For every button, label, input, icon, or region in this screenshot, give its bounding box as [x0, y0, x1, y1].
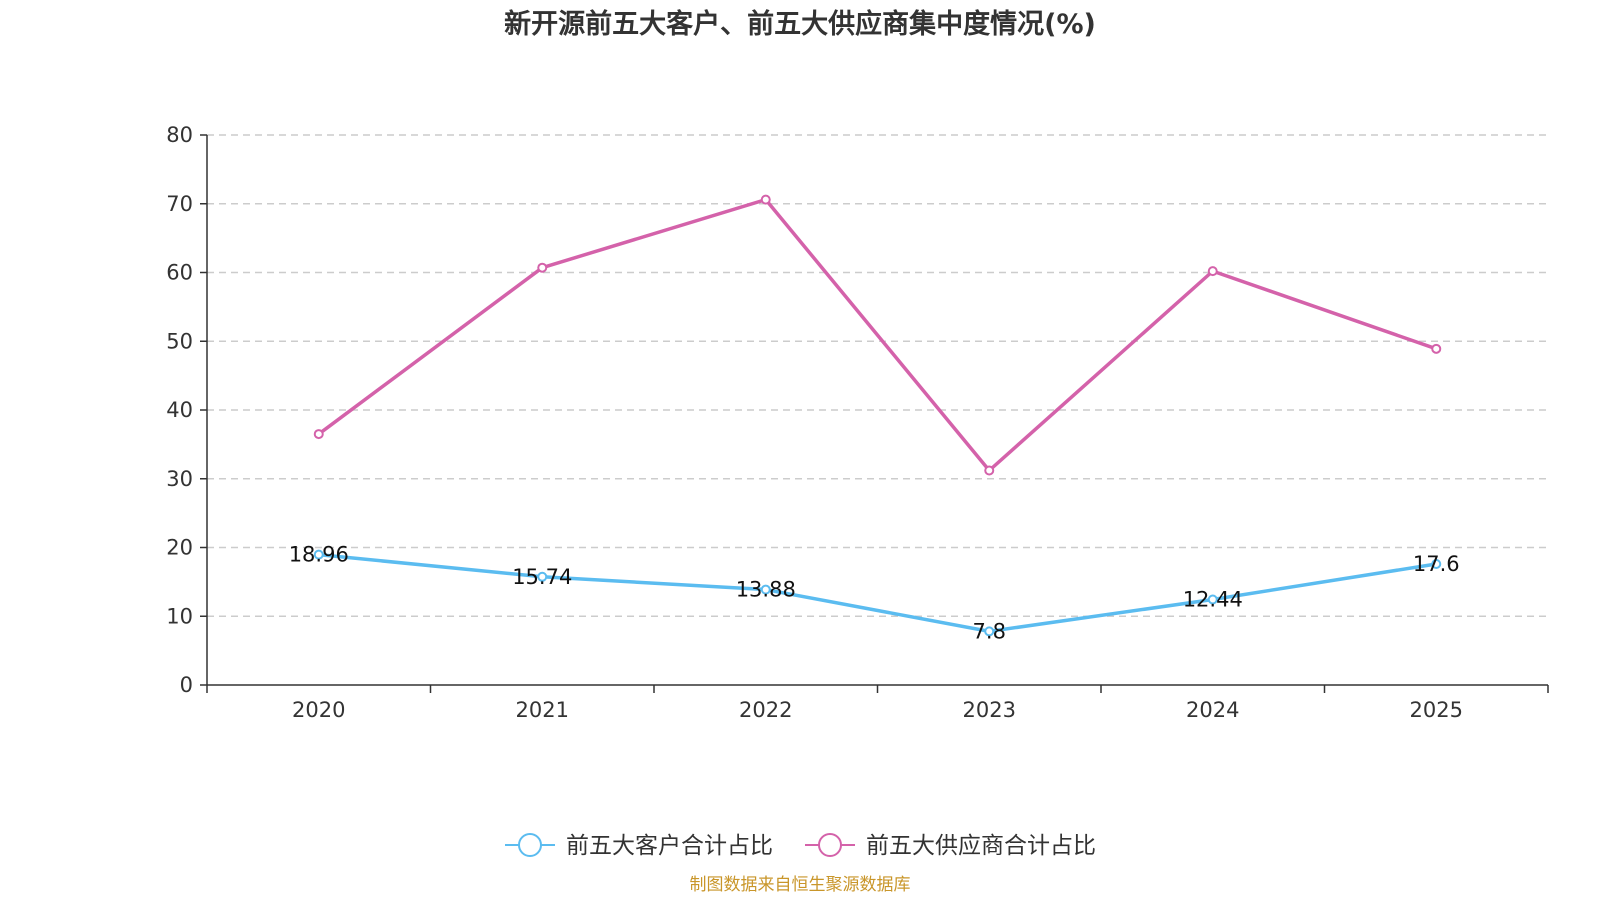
y-tick-label: 80: [166, 123, 193, 147]
data-point[interactable]: [1431, 559, 1442, 569]
data-point[interactable]: [984, 626, 995, 637]
chart-title: 新开源前五大客户、前五大供应商集中度情况(%): [504, 8, 1096, 40]
data-point[interactable]: [1431, 343, 1442, 354]
series-line-1: [317, 197, 1438, 473]
data-label: 13.88: [736, 578, 796, 602]
data-label: 17.6: [1413, 552, 1460, 576]
y-tick-label: 20: [166, 536, 193, 560]
legend-label: 前五大客户合计占比: [566, 833, 773, 859]
legend-item-0[interactable]: 前五大客户合计占比: [505, 833, 773, 859]
legend-circle-icon: [518, 833, 542, 857]
series-line-0: [317, 552, 1438, 634]
x-tick-label: 2023: [963, 698, 1016, 722]
grid-lines: [207, 134, 1548, 617]
data-point[interactable]: [760, 194, 771, 205]
y-tick-label: 10: [166, 604, 193, 628]
x-tick-label: 2020: [292, 698, 345, 722]
legend-item-1[interactable]: 前五大供应商合计占比: [805, 833, 1096, 859]
data-label: 12.44: [1183, 587, 1243, 611]
y-tick-label: 70: [166, 192, 193, 216]
data-point[interactable]: [537, 262, 548, 273]
x-tick-label: 2024: [1186, 698, 1239, 722]
y-tick-label: 60: [166, 261, 193, 285]
legend-label: 前五大供应商合计占比: [866, 833, 1096, 859]
data-labels: 18.96 15.74 13.88 7.8 12.44 17.6: [289, 543, 1460, 644]
x-tick-label: 2022: [739, 698, 792, 722]
x-tick-label: 2021: [516, 698, 569, 722]
y-tick-label: 30: [166, 467, 193, 491]
data-point[interactable]: [537, 571, 548, 582]
x-tick-label: 2025: [1410, 698, 1463, 722]
y-tick-label: 50: [166, 329, 193, 353]
y-tick-label: 40: [166, 398, 193, 422]
axes: 0 10 20 30 40 50 60 70 80 2020 2021 2022 2023 2024 202…: [166, 123, 1549, 722]
data-point[interactable]: [1207, 594, 1218, 605]
legend[interactable]: 前五大客户合计占比 前五大供应商合计占比: [505, 833, 1096, 859]
data-label: 7.8: [973, 619, 1006, 643]
data-label: 15.74: [512, 565, 572, 589]
legend-circle-icon: [818, 833, 842, 857]
series-lines: [313, 194, 1442, 637]
data-point[interactable]: [313, 429, 324, 440]
data-point[interactable]: [760, 584, 771, 595]
data-point[interactable]: [1207, 266, 1218, 277]
y-tick-label: 0: [180, 673, 193, 697]
data-point[interactable]: [984, 465, 995, 476]
data-label: 18.96: [289, 543, 349, 567]
source-note: 制图数据来自恒生聚源数据库: [690, 875, 911, 895]
data-point[interactable]: [313, 549, 324, 560]
